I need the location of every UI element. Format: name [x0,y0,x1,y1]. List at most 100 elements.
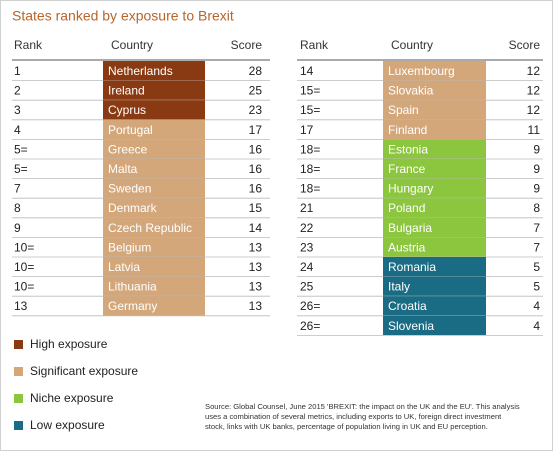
column-header: Country [391,38,433,52]
exposure-cell [103,80,205,101]
exposure-cell [383,257,486,277]
legend-swatch [14,421,23,430]
rank: 23 [300,240,314,254]
country: Cyprus [108,103,146,117]
exposure-cell [103,276,205,297]
rank: 18= [300,162,320,176]
exposure-cell [383,100,486,120]
rank: 15= [300,84,320,98]
country: France [388,162,426,176]
country: Estonia [388,142,428,156]
score: 13 [249,240,263,254]
country: Lithuania [108,280,157,294]
rank: 18= [300,182,320,196]
score: 13 [249,280,263,294]
rank: 3 [14,103,21,117]
country: Latvia [108,260,140,274]
score: 23 [249,103,263,117]
rank: 10= [14,260,34,274]
source-line: Source: Global Counsel, June 2015 'BREXI… [205,402,520,411]
country: Denmark [108,201,158,215]
country: Slovakia [388,84,434,98]
country: Greece [108,142,148,156]
rank: 1 [14,64,21,78]
column-header: Rank [300,38,329,52]
legend-swatch [14,394,23,403]
country: Poland [388,201,425,215]
country: Austria [388,240,426,254]
rank: 5= [14,162,28,176]
exposure-cell [383,315,486,336]
exposure-cell [103,257,205,277]
score: 11 [528,123,541,137]
country: Ireland [108,84,145,98]
exposure-cell [103,159,205,179]
score: 28 [249,64,263,78]
country: Luxembourg [388,64,455,78]
exposure-cell [383,178,486,199]
score: 12 [527,64,541,78]
exposure-cell [383,119,486,140]
country: Finland [388,123,427,137]
column-header: Rank [14,38,43,52]
score: 7 [533,221,540,235]
exposure-cell [103,100,205,120]
column-header: Score [509,38,541,52]
exposure-cell [383,217,486,238]
country: Malta [108,162,138,176]
rank: 21 [300,201,314,215]
column-header: Score [231,38,263,52]
score: 9 [533,162,540,176]
score: 17 [249,123,263,137]
score: 12 [527,103,541,117]
country: Romania [388,260,436,274]
legend-label: Niche exposure [30,391,114,405]
rank: 26= [300,299,320,313]
score: 4 [533,319,540,333]
exposure-cell [103,296,205,316]
rank: 13 [14,299,28,313]
country: Portugal [108,123,153,137]
rank: 17 [300,123,314,137]
exposure-cell [383,296,486,316]
score: 16 [249,182,263,196]
country: Spain [388,103,419,117]
score: 15 [249,201,263,215]
rank: 7 [14,182,21,196]
score: 5 [533,280,540,294]
score: 7 [533,240,540,254]
legend-label: Low exposure [30,418,105,432]
exposure-cell [103,61,205,81]
score: 13 [249,299,263,313]
score: 14 [249,221,263,235]
rank: 5= [14,142,28,156]
rank: 22 [300,221,314,235]
country: Croatia [388,299,427,313]
country: Czech Republic [108,221,192,235]
country: Belgium [108,240,151,254]
score: 12 [527,84,541,98]
exposure-cell [103,139,205,159]
exposure-cell [103,237,205,257]
rank: 24 [300,260,314,274]
rank: 15= [300,103,320,117]
score: 9 [533,142,540,156]
rank: 10= [14,240,34,254]
rank: 2 [14,84,21,98]
legend-swatch [14,340,23,349]
score: 16 [249,142,263,156]
score: 8 [533,201,540,215]
exposure-cell [383,159,486,179]
rank: 14 [300,64,314,78]
source-line: uses a combination of several metrics, i… [205,412,502,421]
country: Netherlands [108,64,173,78]
exposure-cell [383,198,486,218]
exposure-cell [103,198,205,218]
exposure-cell [383,80,486,101]
country: Slovenia [388,319,434,333]
legend-swatch [14,367,23,376]
score: 13 [249,260,263,274]
exposure-cell [103,217,205,238]
rank: 25 [300,280,314,294]
